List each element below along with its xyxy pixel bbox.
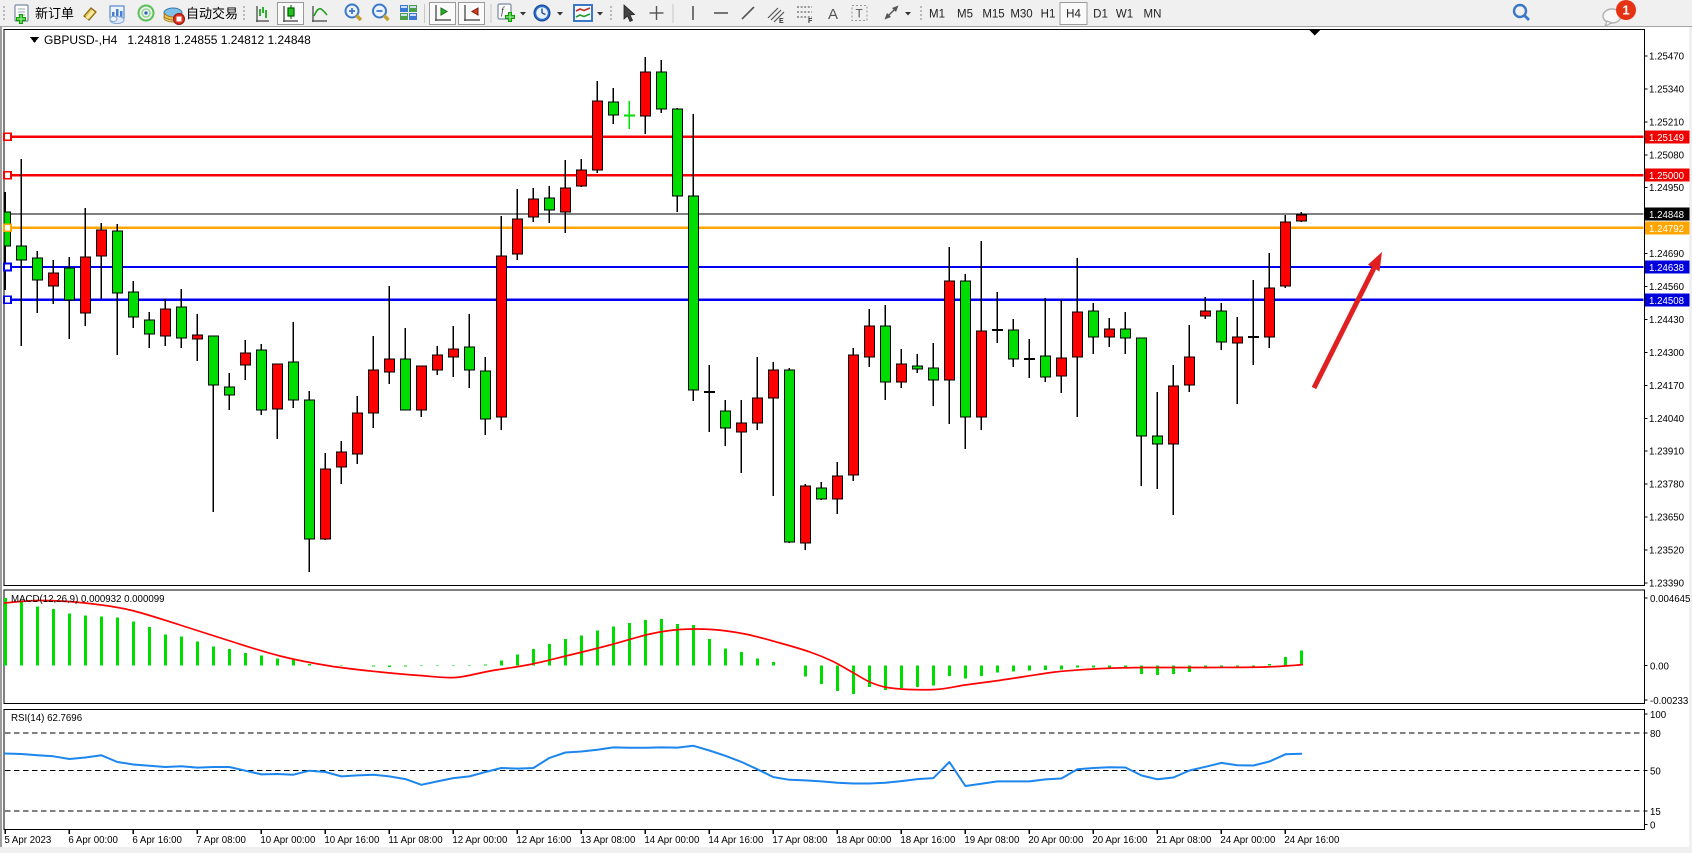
- svg-text:12 Apr 00:00: 12 Apr 00:00: [452, 835, 508, 846]
- svg-text:M5: M5: [957, 9, 973, 21]
- svg-text:1.25340: 1.25340: [1649, 84, 1685, 95]
- svg-text:11 Apr 08:00: 11 Apr 08:00: [388, 835, 443, 846]
- svg-text:50: 50: [1650, 766, 1661, 777]
- svg-text:80: 80: [1650, 729, 1661, 740]
- svg-text:21 Apr 08:00: 21 Apr 08:00: [1156, 835, 1212, 846]
- svg-text:24 Apr 00:00: 24 Apr 00:00: [1220, 835, 1276, 846]
- svg-text:H1: H1: [1041, 9, 1056, 21]
- svg-text:D1: D1: [1093, 9, 1108, 21]
- svg-text:1.24508: 1.24508: [1649, 296, 1684, 307]
- svg-text:1.23390: 1.23390: [1649, 579, 1685, 590]
- svg-text:18 Apr 16:00: 18 Apr 16:00: [900, 835, 956, 846]
- svg-text:1.23910: 1.23910: [1649, 447, 1685, 458]
- svg-text:1.25470: 1.25470: [1649, 52, 1685, 63]
- svg-text:M30: M30: [1010, 9, 1032, 21]
- svg-text:1.24300: 1.24300: [1649, 348, 1685, 359]
- svg-text:M15: M15: [982, 9, 1004, 21]
- svg-text:新订单: 新订单: [35, 6, 74, 21]
- svg-text:20 Apr 00:00: 20 Apr 00:00: [1028, 835, 1084, 846]
- svg-text:1.23650: 1.23650: [1649, 513, 1685, 524]
- svg-text:1.24950: 1.24950: [1649, 183, 1685, 194]
- svg-text:18 Apr 00:00: 18 Apr 00:00: [836, 835, 892, 846]
- svg-text:0.004645: 0.004645: [1650, 594, 1690, 605]
- svg-text:1.25210: 1.25210: [1649, 117, 1685, 128]
- svg-text:MACD(12,26,9) 0.000932 0.00009: MACD(12,26,9) 0.000932 0.000099: [11, 594, 165, 605]
- svg-text:17 Apr 08:00: 17 Apr 08:00: [772, 835, 828, 846]
- svg-text:6 Apr 00:00: 6 Apr 00:00: [68, 835, 118, 846]
- svg-text:A: A: [828, 6, 838, 23]
- svg-text:MN: MN: [1144, 9, 1162, 21]
- svg-text:7 Apr 08:00: 7 Apr 08:00: [196, 835, 246, 846]
- svg-text:1.23780: 1.23780: [1649, 480, 1685, 491]
- svg-text:W1: W1: [1116, 9, 1133, 21]
- svg-text:1.24040: 1.24040: [1649, 414, 1685, 425]
- svg-text:1.24690: 1.24690: [1649, 249, 1685, 260]
- svg-text:0: 0: [1650, 820, 1656, 831]
- svg-text:5 Apr 2023: 5 Apr 2023: [4, 835, 51, 846]
- svg-text:1: 1: [1622, 3, 1629, 18]
- svg-text:15: 15: [1650, 807, 1661, 818]
- svg-text:14 Apr 16:00: 14 Apr 16:00: [708, 835, 764, 846]
- svg-text:24 Apr 16:00: 24 Apr 16:00: [1284, 835, 1340, 846]
- svg-text:10 Apr 00:00: 10 Apr 00:00: [260, 835, 316, 846]
- svg-text:F: F: [808, 18, 813, 25]
- svg-text:E: E: [779, 18, 784, 25]
- svg-text:13 Apr 08:00: 13 Apr 08:00: [580, 835, 636, 846]
- svg-text:f: f: [501, 6, 505, 17]
- svg-text:100: 100: [1650, 710, 1667, 721]
- svg-text:19 Apr 08:00: 19 Apr 08:00: [964, 835, 1020, 846]
- svg-text:20 Apr 16:00: 20 Apr 16:00: [1092, 835, 1148, 846]
- svg-text:1.25080: 1.25080: [1649, 150, 1685, 161]
- svg-text:1.24430: 1.24430: [1649, 315, 1685, 326]
- svg-text:10 Apr 16:00: 10 Apr 16:00: [324, 835, 380, 846]
- svg-text:H4: H4: [1066, 9, 1081, 21]
- svg-text:1.24638: 1.24638: [1649, 263, 1684, 274]
- svg-text:1.25149: 1.25149: [1649, 133, 1684, 144]
- svg-text:自动交易: 自动交易: [186, 6, 238, 21]
- svg-text:GBPUSD-,H4 1.24818 1.24855 1: GBPUSD-,H4 1.24818 1.24855 1.24812 1.248…: [44, 33, 311, 47]
- svg-text:1.25000: 1.25000: [1649, 171, 1685, 182]
- svg-text:0.00: 0.00: [1650, 662, 1669, 673]
- svg-text:M1: M1: [929, 9, 945, 21]
- svg-text:6 Apr 16:00: 6 Apr 16:00: [132, 835, 182, 846]
- svg-text:RSI(14) 62.7696: RSI(14) 62.7696: [11, 713, 82, 724]
- svg-text:-0.00233: -0.00233: [1650, 696, 1688, 707]
- svg-text:12 Apr 16:00: 12 Apr 16:00: [516, 835, 572, 846]
- svg-text:14 Apr 00:00: 14 Apr 00:00: [644, 835, 700, 846]
- svg-text:1.24170: 1.24170: [1649, 381, 1685, 392]
- svg-text:1.24848: 1.24848: [1649, 210, 1684, 221]
- svg-text:1.24792: 1.24792: [1649, 224, 1684, 235]
- svg-text:T: T: [856, 7, 864, 21]
- svg-text:1.24560: 1.24560: [1649, 282, 1685, 293]
- svg-text:1.23520: 1.23520: [1649, 546, 1685, 557]
